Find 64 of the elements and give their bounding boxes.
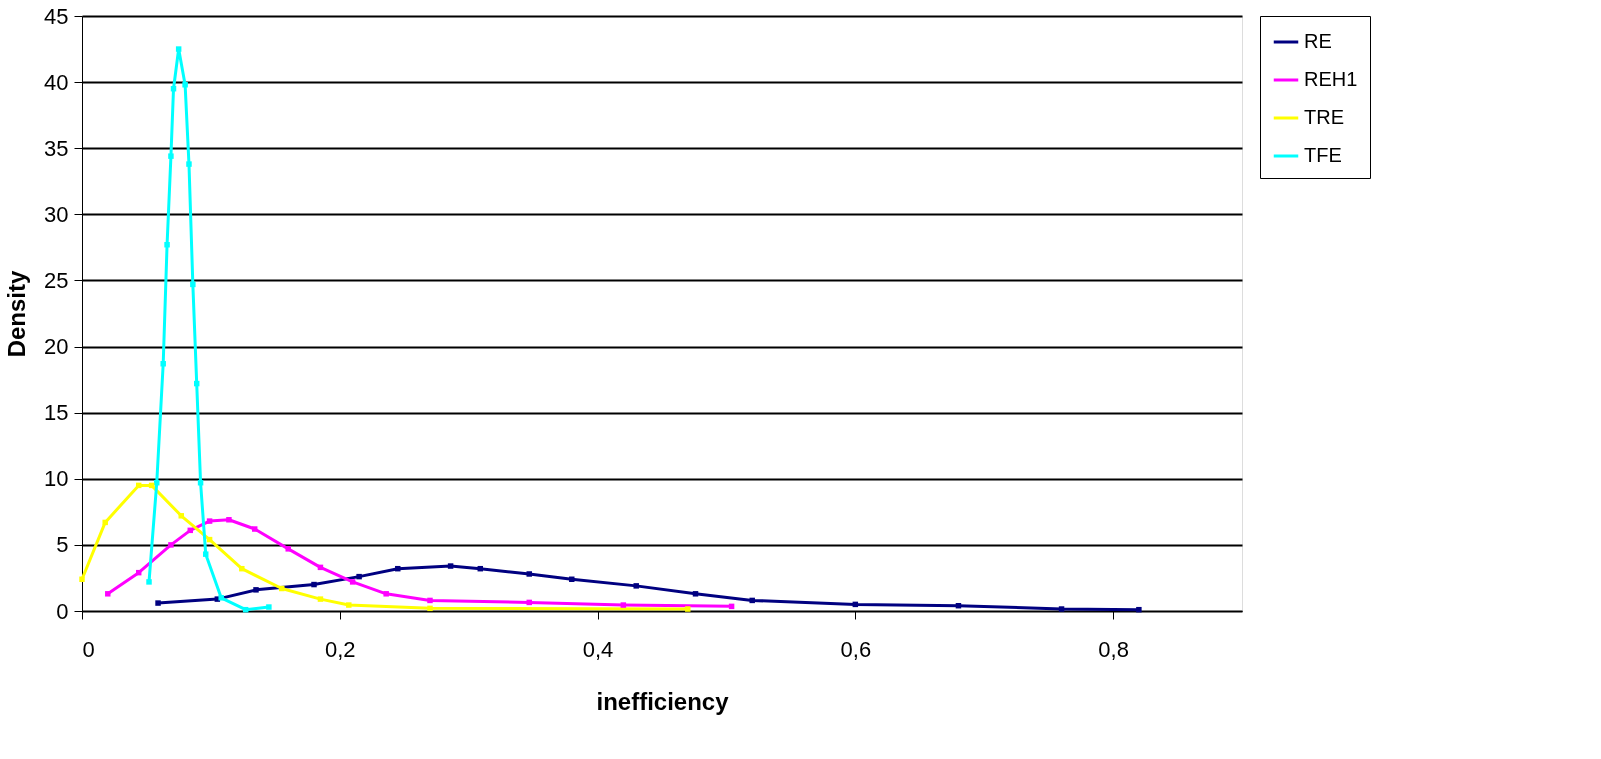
- legend-label: REH1: [1304, 68, 1358, 90]
- point: [447, 563, 454, 569]
- point: [164, 242, 170, 248]
- y-tick-label: 20: [44, 334, 69, 360]
- y-tick-label: 35: [44, 135, 69, 161]
- point: [692, 591, 699, 597]
- x-tick-label: 0,2: [324, 636, 356, 662]
- x-tick-label: 0,4: [582, 636, 614, 662]
- y-tick-label: 45: [44, 3, 69, 29]
- point: [202, 551, 209, 557]
- y-tick-label: 30: [44, 201, 69, 227]
- point: [427, 605, 433, 612]
- x-tick-label: 0: [82, 636, 95, 662]
- point: [395, 565, 401, 572]
- point: [349, 579, 356, 585]
- point: [226, 517, 232, 523]
- point: [633, 583, 639, 589]
- point: [1058, 606, 1065, 612]
- legend-label: TRE: [1304, 106, 1344, 128]
- point: [266, 604, 272, 610]
- point: [178, 513, 184, 519]
- point: [1136, 606, 1142, 613]
- point: [146, 579, 152, 585]
- point: [79, 576, 85, 582]
- point: [168, 153, 174, 159]
- point: [569, 576, 575, 582]
- point: [427, 597, 433, 604]
- point: [102, 519, 108, 526]
- point: [285, 546, 291, 552]
- y-tick-label: 5: [56, 532, 69, 558]
- point: [620, 602, 627, 608]
- point: [346, 602, 352, 608]
- point: [383, 591, 389, 597]
- point: [168, 542, 174, 548]
- y-tick-label: 15: [44, 400, 69, 426]
- point: [186, 161, 192, 167]
- y-tick-label: 40: [44, 69, 69, 95]
- point: [155, 600, 161, 606]
- y-tick-label: 10: [44, 466, 69, 492]
- y-tick-label: 0: [56, 598, 69, 624]
- y-tick-label: 25: [44, 267, 69, 293]
- point: [182, 82, 188, 88]
- point: [190, 281, 196, 288]
- x-axis-title: inefficiency: [596, 687, 730, 715]
- point: [356, 573, 362, 580]
- point: [206, 518, 213, 524]
- point: [251, 526, 258, 532]
- point: [317, 596, 324, 602]
- point: [218, 595, 224, 601]
- point: [279, 585, 285, 592]
- legend-label: RE: [1304, 30, 1332, 52]
- point: [526, 571, 532, 577]
- point: [253, 587, 259, 593]
- x-tick-label: 0,8: [1098, 636, 1129, 662]
- point: [175, 46, 182, 52]
- point: [160, 361, 166, 367]
- point: [311, 581, 317, 588]
- legend-label: TFE: [1304, 144, 1342, 166]
- point: [105, 591, 111, 597]
- point: [685, 606, 691, 612]
- point: [239, 565, 245, 572]
- x-tick-label: 0,6: [840, 636, 872, 662]
- point: [749, 597, 755, 604]
- y-axis-title: Density: [3, 270, 31, 358]
